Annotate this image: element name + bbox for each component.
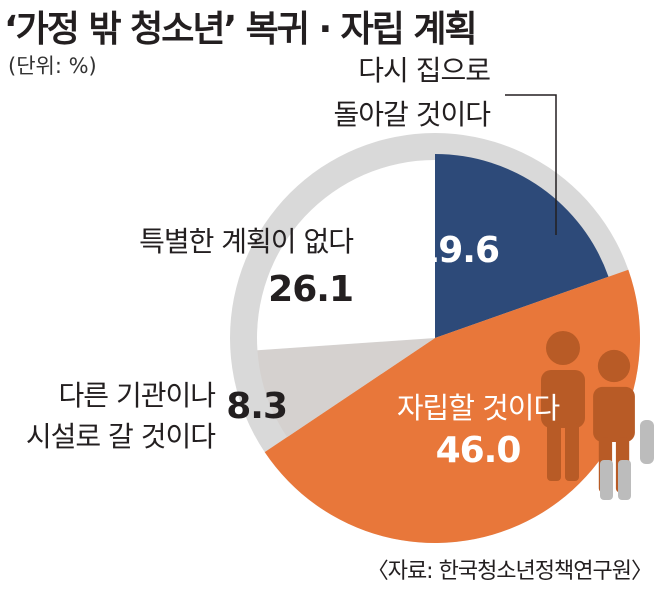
- person-icon-leg: [547, 423, 561, 481]
- slice-label: 다른 기관이나: [59, 379, 216, 412]
- chart-title: ‘가정 밖 청소년’ 복귀 · 자립 계획: [4, 9, 478, 50]
- unit-label: (단위: %): [8, 54, 97, 78]
- person-icon-head: [546, 331, 580, 365]
- slice-label: 특별한 계획이 없다: [139, 225, 353, 258]
- slice-value: 8.3: [226, 386, 287, 427]
- pie-slice: [264, 269, 640, 544]
- person-icon-leg-outside: [600, 460, 613, 500]
- slice-value: 26.1: [268, 269, 353, 310]
- person-icon-body: [593, 386, 635, 442]
- slice-label: 자립할 것이다: [397, 391, 560, 425]
- leader-line: [505, 94, 557, 235]
- pie-slice: [257, 338, 435, 438]
- person-icon-arm-outside: [640, 420, 654, 464]
- pie-slice: [257, 160, 435, 351]
- person-icon-leg: [565, 423, 579, 481]
- source-note: 〈자료: 한국청소년정책연구원〉: [366, 559, 653, 584]
- people-icon: [541, 331, 654, 500]
- pie-slice: [435, 154, 609, 338]
- slice-label: 돌아갈 것이다: [334, 98, 491, 131]
- person-icon-body: [541, 370, 585, 428]
- slice-value: 46.0: [436, 430, 521, 471]
- slice-value: 19.6: [414, 230, 499, 271]
- person-icon-head: [597, 349, 631, 383]
- person-icon-leg-outside: [618, 460, 631, 500]
- slice-label: 시설로 갈 것이다: [26, 420, 215, 453]
- slice-label: 다시 집으로: [358, 54, 490, 87]
